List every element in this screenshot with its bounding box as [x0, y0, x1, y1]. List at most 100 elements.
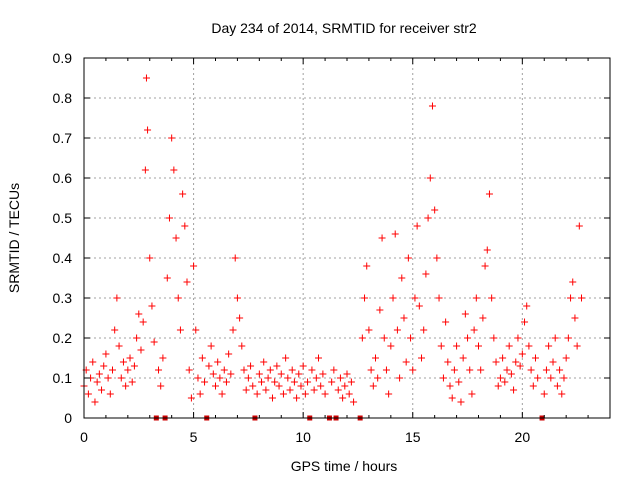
data-point: [363, 262, 371, 270]
data-point: [494, 382, 502, 390]
x-tick-label: 15: [405, 429, 421, 445]
data-point: [442, 318, 450, 326]
data-point: [310, 386, 318, 394]
data-point: [374, 374, 382, 382]
data-point: [404, 254, 412, 262]
data-point: [334, 386, 342, 394]
data-point: [220, 366, 228, 374]
data-point: [172, 234, 180, 242]
data-point: [130, 362, 138, 370]
data-point: [466, 366, 474, 374]
data-point: [396, 374, 404, 382]
data-point: [128, 378, 136, 386]
data-point: [293, 394, 301, 402]
data-point: [194, 374, 202, 382]
data-point: [163, 274, 171, 282]
data-point: [93, 378, 101, 386]
data-point: [106, 390, 114, 398]
y-tick-label: 0.9: [53, 50, 73, 66]
data-point: [264, 374, 272, 382]
data-point: [328, 378, 336, 386]
y-axis-label: SRMTID / TECUs: [6, 183, 22, 293]
data-point: [446, 382, 454, 390]
data-point: [207, 342, 215, 350]
data-point: [240, 366, 248, 374]
data-point: [148, 302, 156, 310]
data-point: [190, 262, 198, 270]
data-point: [139, 318, 147, 326]
data-point: [295, 370, 303, 378]
data-point: [233, 294, 241, 302]
data-point: [450, 366, 458, 374]
data-point: [483, 246, 491, 254]
data-point: [525, 342, 533, 350]
data-point: [212, 382, 219, 390]
data-point: [367, 366, 375, 374]
data-point: [510, 386, 518, 394]
data-point: [336, 374, 344, 382]
data-point: [345, 390, 353, 398]
x-tick-label: 5: [190, 429, 198, 445]
data-point: [371, 354, 379, 362]
grid-lines: [84, 58, 610, 418]
data-point: [461, 310, 469, 318]
data-point: [411, 294, 419, 302]
x-axis-label: GPS time / hours: [291, 458, 398, 474]
data-point: [479, 314, 487, 322]
data-point: [547, 374, 555, 382]
data-point: [297, 382, 305, 390]
data-point: [95, 370, 103, 378]
data-point: [444, 358, 452, 366]
data-point: [507, 370, 515, 378]
data-point: [433, 254, 441, 262]
data-point: [89, 358, 97, 366]
data-point: [273, 362, 281, 370]
data-point: [150, 338, 158, 346]
data-point: [183, 278, 191, 286]
data-point: [514, 334, 522, 342]
data-point: [453, 342, 461, 350]
data-point: [361, 294, 369, 302]
data-point: [242, 386, 250, 394]
data-point: [218, 390, 226, 398]
data-point: [485, 190, 493, 198]
data-point: [317, 382, 325, 390]
data-point: [258, 378, 266, 386]
data-point: [376, 306, 384, 314]
data-point: [113, 294, 121, 302]
data-point: [573, 342, 581, 350]
data-point: [260, 358, 268, 366]
data-point: [477, 366, 485, 374]
data-point: [201, 378, 209, 386]
data-point: [146, 254, 154, 262]
chart-title: Day 234 of 2014, SRMTID for receiver str…: [211, 20, 477, 36]
data-point: [304, 378, 312, 386]
data-point: [262, 386, 270, 394]
data-point: [481, 262, 489, 270]
y-tick-label: 0.3: [53, 290, 73, 306]
data-point: [499, 354, 507, 362]
data-point: [501, 378, 509, 386]
data-point: [402, 358, 410, 366]
y-tick-label: 0.1: [53, 370, 73, 386]
plot-frame: [83, 57, 611, 419]
data-point: [339, 394, 347, 402]
data-point: [540, 390, 548, 398]
data-point: [369, 382, 377, 390]
data-point: [176, 326, 184, 334]
data-point: [288, 366, 296, 374]
data-point: [277, 370, 285, 378]
data-point: [393, 326, 401, 334]
data-point: [523, 302, 531, 310]
data-point: [575, 222, 583, 230]
data-point: [231, 254, 239, 262]
data-point: [236, 314, 244, 322]
data-point: [347, 378, 355, 386]
data-point: [459, 354, 467, 362]
data-point: [108, 366, 116, 374]
y-tick-label: 0.8: [53, 90, 73, 106]
data-point: [216, 374, 224, 382]
data-point: [133, 334, 141, 342]
data-point: [181, 222, 189, 230]
data-point: [286, 386, 294, 394]
